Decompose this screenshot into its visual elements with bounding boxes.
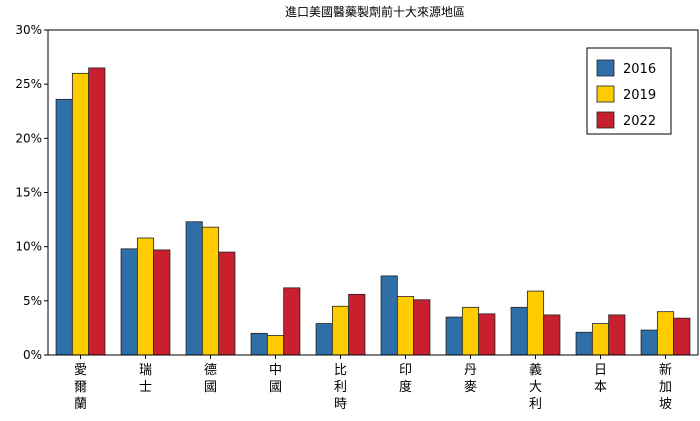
y-tick-label: 0%	[23, 348, 42, 362]
x-tick-label: 比利時	[334, 363, 347, 412]
bar-2019	[656, 311, 675, 356]
bar-2019	[71, 72, 90, 356]
bar-2022	[283, 287, 301, 356]
bar-2016	[510, 306, 528, 356]
bar-2016	[120, 248, 138, 356]
y-tick-label: 20%	[15, 131, 42, 145]
legend-swatch	[596, 85, 615, 103]
y-tick-label: 25%	[15, 77, 42, 91]
bar-2022	[478, 313, 496, 356]
y-tick-label: 15%	[15, 186, 42, 200]
bar-2016	[575, 331, 593, 356]
bar-2022	[673, 317, 691, 356]
bar-2022	[413, 299, 431, 356]
bar-2016	[640, 329, 658, 356]
y-tick-label: 10%	[15, 240, 42, 254]
y-tick-label: 5%	[23, 294, 42, 308]
bar-2016	[445, 316, 463, 356]
x-tick-label: 中國	[269, 363, 282, 395]
bar-2019	[461, 306, 480, 356]
bar-2019	[266, 335, 285, 356]
bar-2022	[88, 67, 106, 356]
x-tick-label: 新加坡	[659, 362, 672, 412]
bars	[55, 67, 691, 356]
bar-2022	[543, 314, 561, 356]
bar-2022	[348, 293, 366, 356]
bar-2022	[153, 249, 171, 356]
legend-label: 2019	[623, 88, 656, 103]
plot-frame	[47, 29, 699, 356]
y-tick-label: 30%	[15, 23, 42, 37]
x-tick-label: 印度	[399, 363, 412, 395]
bar-2016	[55, 98, 73, 356]
bar-2019	[331, 305, 350, 356]
bar-2016	[315, 323, 333, 356]
bar-2019	[591, 323, 610, 356]
bar-2016	[250, 332, 268, 356]
legend-label: 2022	[623, 114, 656, 129]
x-tick-label: 丹麥	[464, 363, 477, 395]
legend-swatch	[596, 59, 615, 77]
x-tick-label: 德國	[204, 363, 217, 395]
legend: 2016 2019 2022	[586, 47, 672, 135]
legend-swatch	[596, 111, 615, 129]
bar-2019	[526, 290, 545, 356]
bar-2022	[218, 251, 236, 356]
bar-2019	[136, 237, 155, 356]
chart-title: 進口美國醫藥製劑前十大來源地區	[285, 4, 465, 19]
y-axis: 0% 5% 10% 15% 20% 25% 30%	[15, 23, 48, 362]
bar-2016	[380, 275, 398, 356]
x-tick-label: 瑞士	[139, 363, 152, 395]
bar-2016	[185, 221, 203, 356]
bar-2019	[396, 296, 415, 356]
x-tick-label: 義大利	[529, 362, 542, 412]
x-tick-label: 日本	[594, 363, 607, 395]
bar-2022	[608, 314, 626, 356]
x-axis: 愛爾蘭 瑞士 德國 中國 比利時 印度 丹麥 義大利 日本 新加坡	[74, 355, 672, 412]
bar-2019	[201, 226, 220, 356]
x-tick-label: 愛爾蘭	[74, 363, 87, 412]
legend-label: 2016	[623, 62, 656, 77]
